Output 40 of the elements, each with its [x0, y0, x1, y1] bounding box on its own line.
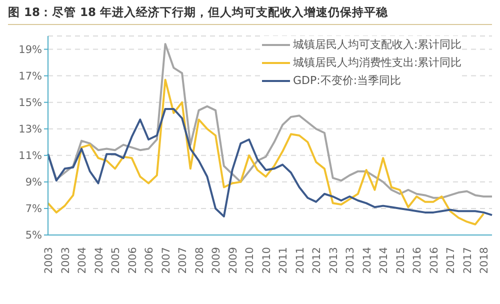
y-tick-label: 9%	[25, 176, 42, 189]
x-tick-label: 2003	[60, 247, 72, 274]
y-tick-label: 19%	[18, 44, 42, 56]
x-tick-label: 2017	[462, 247, 474, 274]
x-tick-label: 2008	[194, 247, 206, 274]
y-tick-label: 5%	[25, 230, 42, 242]
x-tick-label: 2017	[445, 247, 458, 274]
legend-label: GDP:不变价:当季同比	[293, 73, 402, 89]
x-tick-label: 2014	[361, 246, 374, 274]
x-tick-label: 2006	[144, 246, 156, 274]
x-tick-label: 2003	[43, 247, 55, 274]
x-tick-label: 2009	[227, 247, 240, 274]
x-tick-label: 2010	[260, 247, 273, 274]
line-series	[47, 108, 493, 218]
x-tick-label: 2015	[394, 247, 407, 274]
y-tick-label: 15%	[18, 97, 42, 110]
x-tick-label: 2016	[412, 246, 424, 274]
x-tick-label: 2004	[76, 246, 89, 274]
x-tick-label: 2012	[311, 247, 324, 274]
x-tick-label: 2013	[328, 247, 340, 274]
legend-label: 城镇居民人均消费性支出:累计同比	[293, 55, 462, 71]
x-tick-label: 2006	[126, 246, 139, 274]
y-tick-label: 7%	[25, 203, 42, 216]
x-tick-label: 2005	[110, 247, 122, 274]
x-tick-label: 2014	[378, 246, 390, 274]
x-tick-label: 2013	[344, 247, 357, 274]
y-tick-label: 11%	[18, 150, 42, 162]
x-tick-label: 2004	[93, 246, 106, 274]
y-tick-label: 17%	[18, 70, 42, 83]
x-tick-label: 2007	[160, 247, 172, 274]
x-tick-label: 2009	[210, 247, 223, 274]
x-tick-label: 2011	[294, 247, 306, 274]
x-tick-label: 2018	[478, 247, 491, 274]
x-tick-label: 2011	[278, 247, 290, 274]
chart-title: 图 18：尽管 18 年进入经济下行期，但人均可支配收入增速仍保持平稳	[8, 5, 492, 25]
y-tick-label: 13%	[18, 124, 42, 136]
x-tick-label: 2010	[244, 247, 256, 274]
legend-label: 城镇居民人均可支配收入:累计同比	[293, 37, 462, 53]
x-tick-label: 2016	[428, 246, 440, 274]
x-tick-label: 2007	[177, 247, 190, 274]
